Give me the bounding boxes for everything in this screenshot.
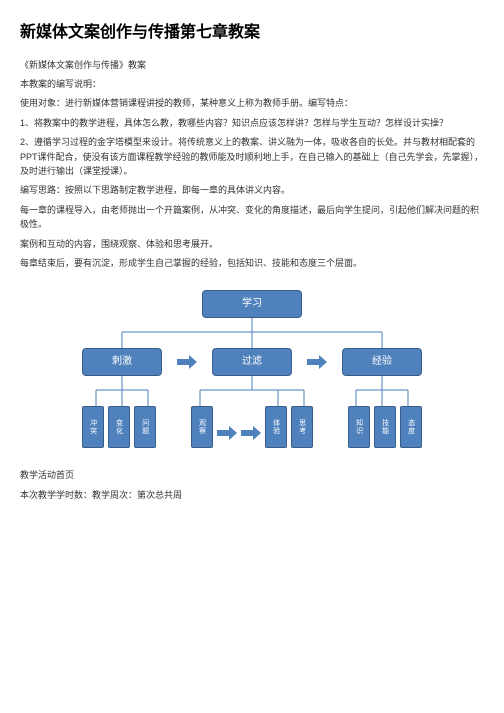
para-point1: 1、将教案中的教学进程，具体怎么教，教哪些内容？知识点应该怎样讲？怎样与学生互动…: [20, 116, 484, 130]
footer-hours: 本次教学学时数：教学周次：第次总共周: [20, 488, 484, 502]
para-cases: 案例和互动的内容，围绕观察、体验和思考展开。: [20, 237, 484, 251]
subtitle: 《新媒体文案创作与传播》教案: [20, 58, 484, 72]
para-intro: 本教案的编写说明：: [20, 77, 484, 91]
mid-arrows: [217, 406, 261, 448]
para-point2: 2、遵循学习过程的金字塔模型来设计。将传统意义上的教案、讲义融为一体，吸收各自的…: [20, 135, 484, 178]
leaf-knowledge: 知识: [348, 406, 370, 448]
leaf-attitude: 态度: [400, 406, 422, 448]
mid-row: 刺激 过滤 经验: [82, 348, 422, 376]
group-mid: 观察 体验 思考: [191, 406, 313, 448]
node-stimulus: 刺激: [82, 348, 162, 376]
footer-activity: 教学活动首页: [20, 468, 484, 482]
para-approach: 编写思路：按照以下思路制定教学进程，即每一章的具体讲义内容。: [20, 183, 484, 197]
node-experience: 经验: [342, 348, 422, 376]
leaf-skill: 技能: [374, 406, 396, 448]
node-filter: 过滤: [212, 348, 292, 376]
bottom-row: 冲突 变化 问题 观察 体验 思考 知识 技能 态度: [82, 406, 422, 448]
para-chapter-intro: 每一章的课程导入，由老师抛出一个开篇案例，从冲突、变化的角度描述，最后向学生提问…: [20, 203, 484, 232]
para-summary: 每章结束后，要有沉淀，形成学生自己掌握的经验，包括知识、技能和态度三个层面。: [20, 256, 484, 270]
leaf-experience: 体验: [265, 406, 287, 448]
arrow-icon: [217, 426, 237, 440]
leaf-change: 变化: [108, 406, 130, 448]
page-title: 新媒体文案创作与传播第七章教案: [20, 20, 484, 46]
group-left: 冲突 变化 问题: [82, 406, 156, 448]
leaf-think: 思考: [291, 406, 313, 448]
learning-diagram: 学习 刺激 过滤 经验 冲突 变化 问题 观察 体验 思考 知识 技能 态度: [82, 290, 422, 448]
arrow-icon: [241, 426, 261, 440]
arrow-icon: [177, 355, 197, 369]
leaf-observe: 观察: [191, 406, 213, 448]
arrow-icon: [307, 355, 327, 369]
node-top: 学习: [202, 290, 302, 318]
para-audience: 使用对象：进行新媒体营销课程讲授的教师，某种意义上称为教师手册。编写特点：: [20, 96, 484, 110]
leaf-conflict: 冲突: [82, 406, 104, 448]
group-right: 知识 技能 态度: [348, 406, 422, 448]
leaf-problem: 问题: [134, 406, 156, 448]
